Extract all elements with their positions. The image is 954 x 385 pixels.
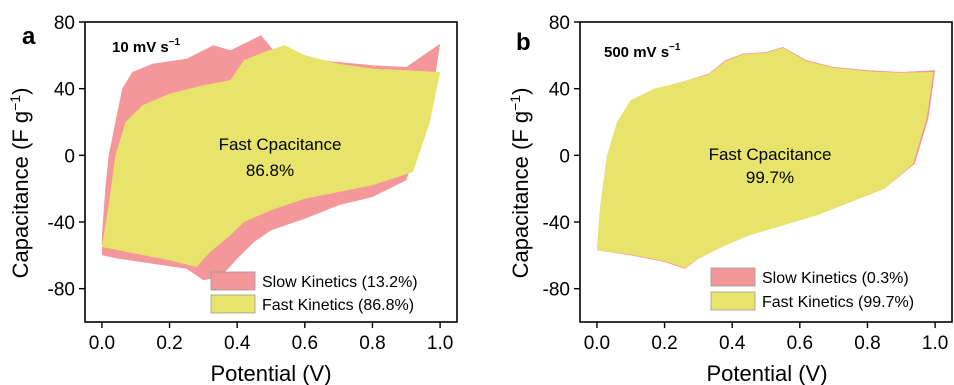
panel-a-ylabel-group: Capacitance (F g−1) xyxy=(7,88,33,279)
panel-b-fast-kinetics-area xyxy=(596,47,934,268)
panel-b-legend: Slow Kinetics (0.3%) Fast Kinetics (99.7… xyxy=(710,267,914,311)
panel-a-fast-kinetics-area xyxy=(101,45,441,267)
y-tick-label: 80 xyxy=(549,13,570,34)
x-tick-label: 0.6 xyxy=(292,333,318,354)
panel-b-plot-frame xyxy=(579,21,953,323)
panel-b: b Capacitance (F g−1) 0.0 0.2 0.4 0.6 0.8 1.0… xyxy=(507,13,953,385)
panel-a-label: a xyxy=(22,23,36,50)
panel-a-legend-fast-swatch xyxy=(210,294,256,314)
panel-a-xlabel: Potential (V) xyxy=(210,361,331,385)
x-tick-label: 0.2 xyxy=(156,333,182,354)
y-tick-label: 40 xyxy=(549,80,570,101)
panel-a-legend-slow-label: Slow Kinetics (13.2%) xyxy=(262,274,418,291)
y-tick-label: 0 xyxy=(64,146,75,167)
panel-a-rate-label: 10 mV s−1 xyxy=(112,37,181,56)
y-tick-label: 0 xyxy=(559,146,570,167)
panel-b-ylabel-group: Capacitance (F g−1) xyxy=(507,88,533,279)
panel-a-x-ticks: 0.0 0.2 0.4 0.6 0.8 1.0 xyxy=(89,322,453,354)
panel-b-rate-label: 500 mV s−1 xyxy=(604,42,681,61)
panel-b-y-ticks: -80 -40 0 40 80 xyxy=(543,13,580,301)
x-tick-label: 0.4 xyxy=(224,333,251,354)
x-tick-label: 1.0 xyxy=(922,333,948,354)
panel-b-ylabel: Capacitance (F g−1) xyxy=(507,88,533,279)
y-tick-label: -40 xyxy=(543,213,570,234)
panel-a-annotation-line1: Fast Cpacitance xyxy=(219,135,342,154)
x-tick-label: 0.6 xyxy=(787,333,813,354)
panel-a-y-ticks: -80 -40 0 40 80 xyxy=(48,13,85,301)
panel-a-annotation-line2: 86.8% xyxy=(246,161,294,180)
panel-b-legend-fast-swatch xyxy=(710,291,756,311)
x-tick-label: 0.0 xyxy=(584,333,610,354)
x-tick-label: 1.0 xyxy=(427,333,453,354)
panel-a-legend-slow-swatch xyxy=(210,271,256,291)
panel-a: a Capacitance (F g−1) 0.0 0.2 0.4 0.6 0.8 1.0… xyxy=(7,13,458,385)
panel-b-legend-slow-label: Slow Kinetics (0.3%) xyxy=(762,270,909,287)
y-tick-label: -80 xyxy=(543,280,570,301)
panel-a-plot-frame xyxy=(84,21,458,323)
panel-b-xlabel: Potential (V) xyxy=(706,361,827,385)
panel-b-annotation-line1: Fast Cpacitance xyxy=(709,145,832,164)
panel-b-fills xyxy=(596,47,936,269)
panel-b-annotation-line2: 99.7% xyxy=(746,168,794,187)
x-tick-label: 0.8 xyxy=(359,333,385,354)
panel-a-legend: Slow Kinetics (13.2%) Fast Kinetics (86.… xyxy=(210,271,418,314)
panel-b-x-ticks: 0.0 0.2 0.4 0.6 0.8 1.0 xyxy=(584,322,948,354)
x-tick-label: 0.8 xyxy=(854,333,880,354)
y-tick-label: -80 xyxy=(48,280,75,301)
panel-b-legend-fast-label: Fast Kinetics (99.7%) xyxy=(762,294,914,311)
panel-b-label: b xyxy=(516,29,531,56)
panel-a-ylabel: Capacitance (F g−1) xyxy=(7,88,33,279)
x-tick-label: 0.0 xyxy=(89,333,115,354)
y-tick-label: 80 xyxy=(54,13,75,34)
y-tick-label: 40 xyxy=(54,80,75,101)
panel-b-legend-slow-swatch xyxy=(710,267,756,287)
x-tick-label: 0.4 xyxy=(719,333,746,354)
panel-a-legend-fast-label: Fast Kinetics (86.8%) xyxy=(262,297,414,314)
y-tick-label: -40 xyxy=(48,213,75,234)
x-tick-label: 0.2 xyxy=(651,333,677,354)
panel-a-fills xyxy=(101,35,441,281)
